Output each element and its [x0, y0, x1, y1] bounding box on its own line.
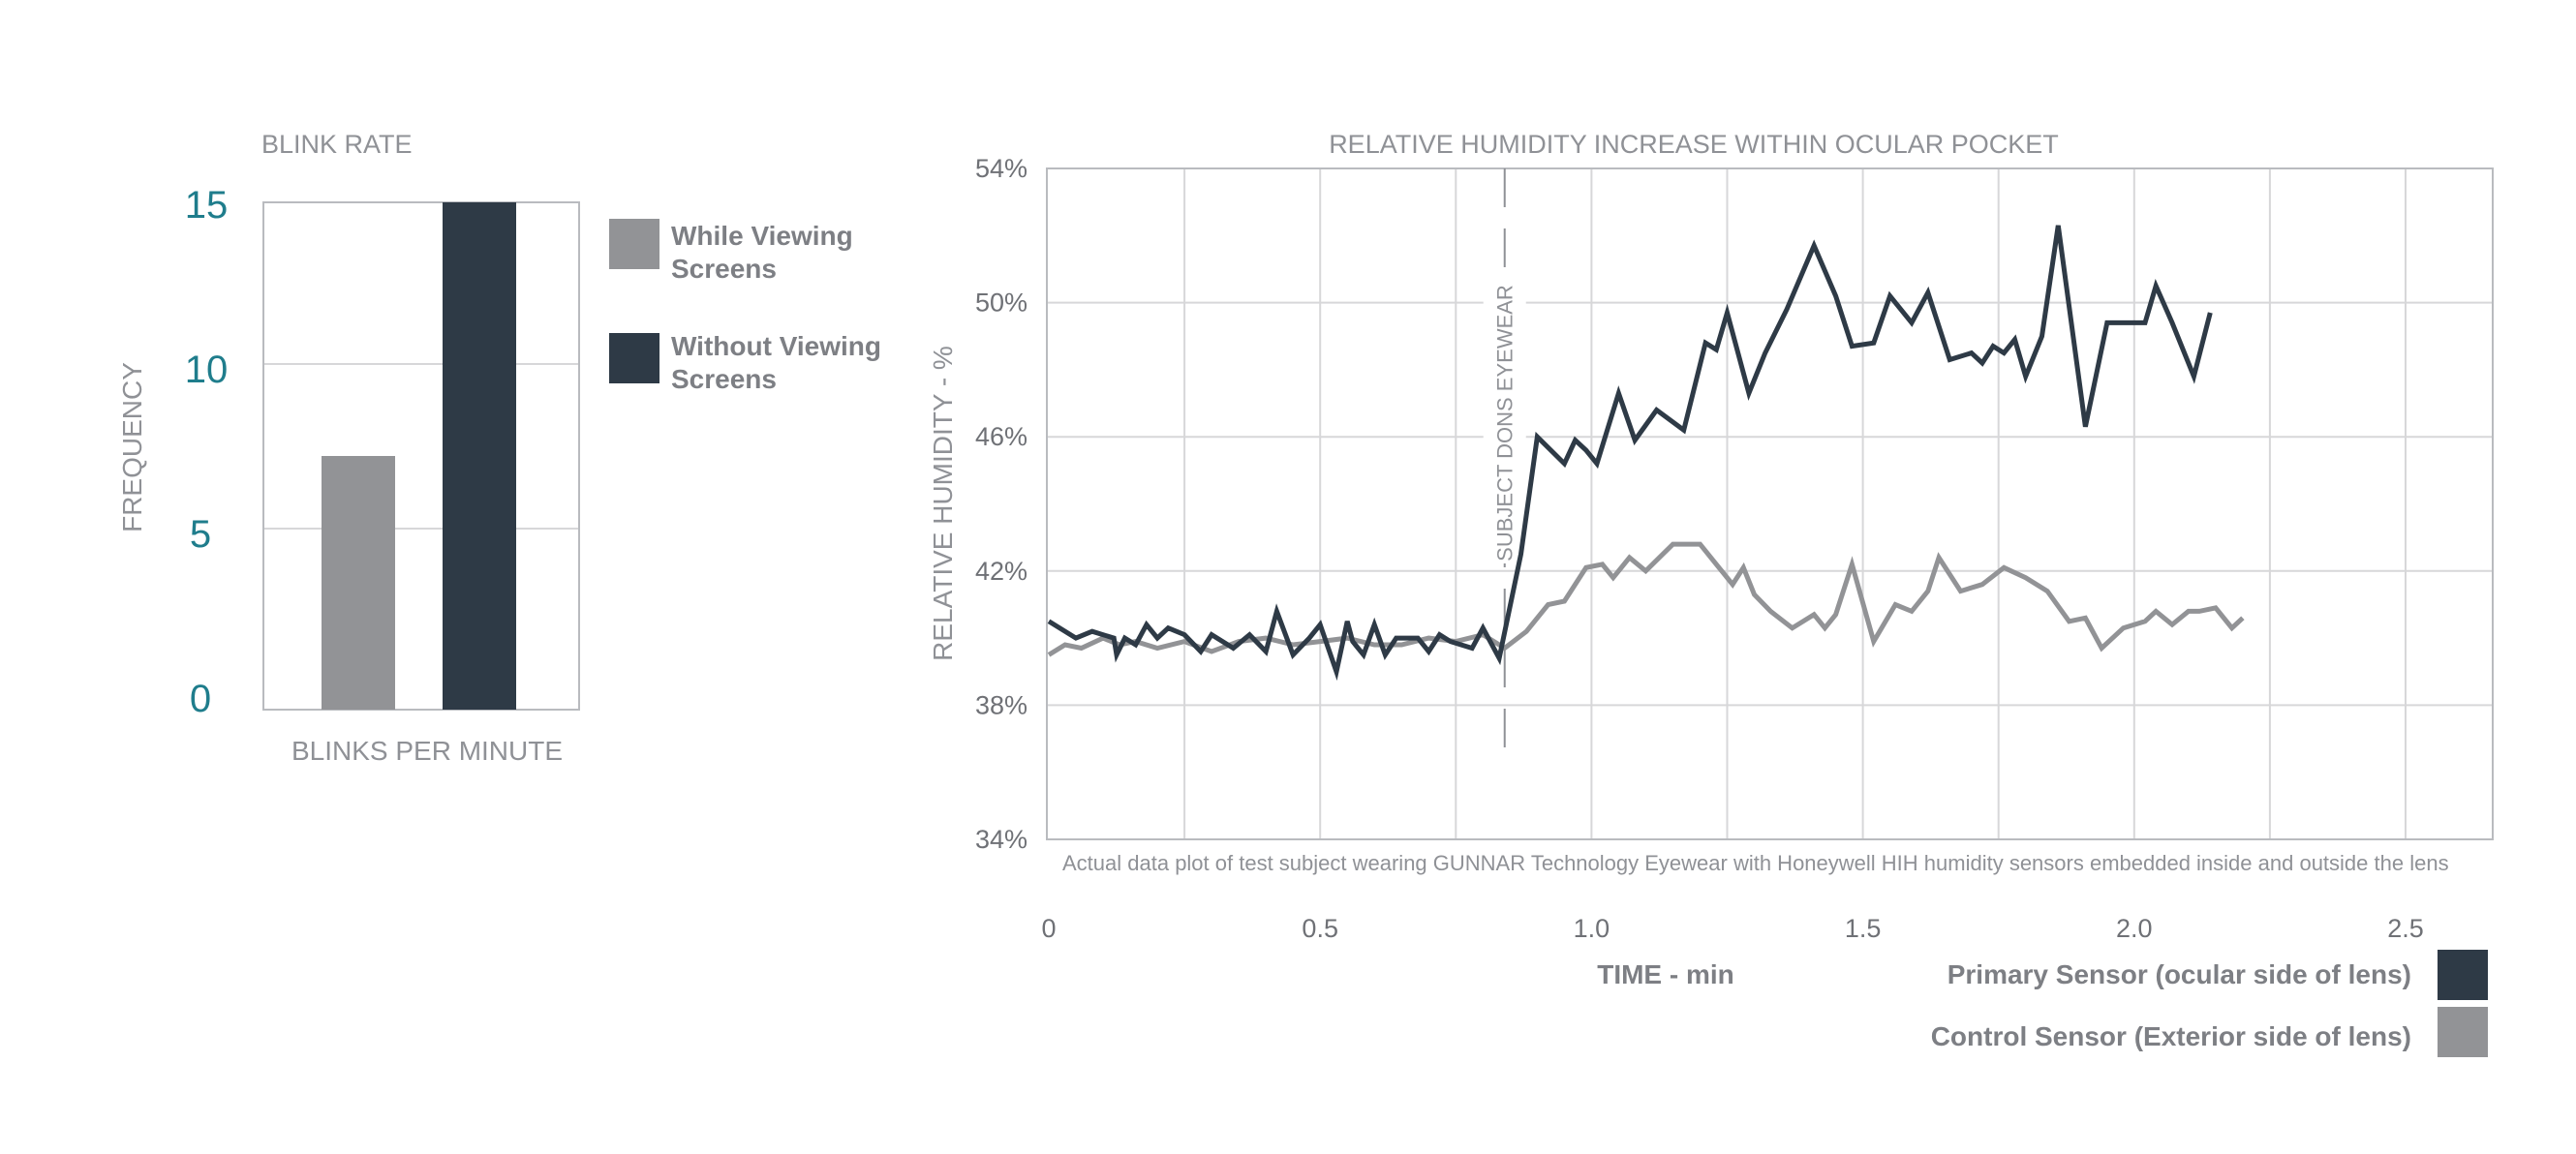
line-ytick: 50%: [975, 288, 1027, 318]
bar-x-axis-label: BLINKS PER MINUTE: [291, 736, 563, 766]
annotation-label: SUBJECT DONS EYEWEAR: [1493, 285, 1518, 562]
legend-label-control-sensor: Control Sensor (Exterior side of lens): [1931, 1021, 2411, 1051]
legend-label-without-viewing-line1: Without Viewing: [671, 331, 881, 361]
legend-label-without-viewing-line2: Screens: [671, 364, 777, 394]
bar-grid: [263, 363, 579, 530]
line-plot-frame: [1046, 167, 2494, 840]
line-xtick: 0.5: [1302, 914, 1338, 943]
legend-swatch-control-sensor: [2438, 1007, 2488, 1057]
line-ytick: 42%: [975, 557, 1027, 586]
bar-ytick-2: 10: [185, 349, 229, 391]
line-caption: Actual data plot of test subject wearing…: [1062, 851, 2449, 875]
line-xtick: 2.5: [2387, 914, 2424, 943]
line-y-axis-label: RELATIVE HUMIDITY - %: [928, 346, 958, 661]
line-xtick: 1.0: [1574, 914, 1610, 943]
legend-swatch-without-viewing: [609, 333, 659, 383]
line-xtick: 2.0: [2116, 914, 2153, 943]
line-x-axis-label: TIME - min: [1597, 959, 1734, 989]
blink-rate-chart: BLINK RATE 0 5 10 15 FREQUENCY BLINKS PE…: [117, 130, 881, 766]
humidity-chart: RELATIVE HUMIDITY INCREASE WITHIN OCULAR…: [928, 130, 2494, 1057]
line-y-ticks: 34% 38% 42% 46% 50% 54%: [975, 154, 1027, 854]
bar-legend: While Viewing Screens Without Viewing Sc…: [609, 219, 881, 394]
legend-label-while-viewing-line1: While Viewing: [671, 221, 853, 251]
annotation-label-backdrop: [1483, 283, 1526, 563]
bar-y-axis-label: FREQUENCY: [117, 362, 147, 532]
line-x-ticks: 0 0.5 1.0 1.5 2.0 2.5: [1041, 914, 2423, 943]
line-grid: [1047, 168, 2493, 839]
bar-while-viewing: [322, 456, 395, 710]
line-xtick: 0: [1041, 914, 1056, 943]
legend-label-while-viewing-line2: Screens: [671, 254, 777, 284]
line-ytick: 54%: [975, 154, 1027, 183]
legend-label-primary-sensor: Primary Sensor (ocular side of lens): [1947, 959, 2411, 989]
bar-ytick-1: 5: [190, 513, 211, 556]
line-series: [1047, 225, 2245, 682]
series-primary-sensor: [1047, 225, 2213, 682]
bar-ytick-0: 0: [190, 678, 211, 720]
series-control-sensor: [1047, 541, 2245, 657]
line-ytick: 38%: [975, 690, 1027, 719]
bar-plot-frame: [262, 201, 580, 711]
line-chart-title: RELATIVE HUMIDITY INCREASE WITHIN OCULAR…: [1329, 130, 2059, 159]
line-legend: Primary Sensor (ocular side of lens) Con…: [1931, 950, 2488, 1057]
line-ytick: 34%: [975, 825, 1027, 854]
bar-without-viewing: [443, 202, 516, 710]
annotation: SUBJECT DONS EYEWEAR: [1483, 168, 1526, 758]
bar-ytick-3: 15: [185, 184, 229, 227]
line-ytick: 46%: [975, 422, 1027, 451]
bar-y-ticks: 0 5 10 15: [185, 184, 229, 720]
legend-swatch-while-viewing: [609, 219, 659, 269]
legend-swatch-primary-sensor: [2438, 950, 2488, 1000]
bar-marks: [322, 202, 516, 710]
line-xtick: 1.5: [1845, 914, 1882, 943]
bar-chart-title: BLINK RATE: [261, 130, 413, 159]
